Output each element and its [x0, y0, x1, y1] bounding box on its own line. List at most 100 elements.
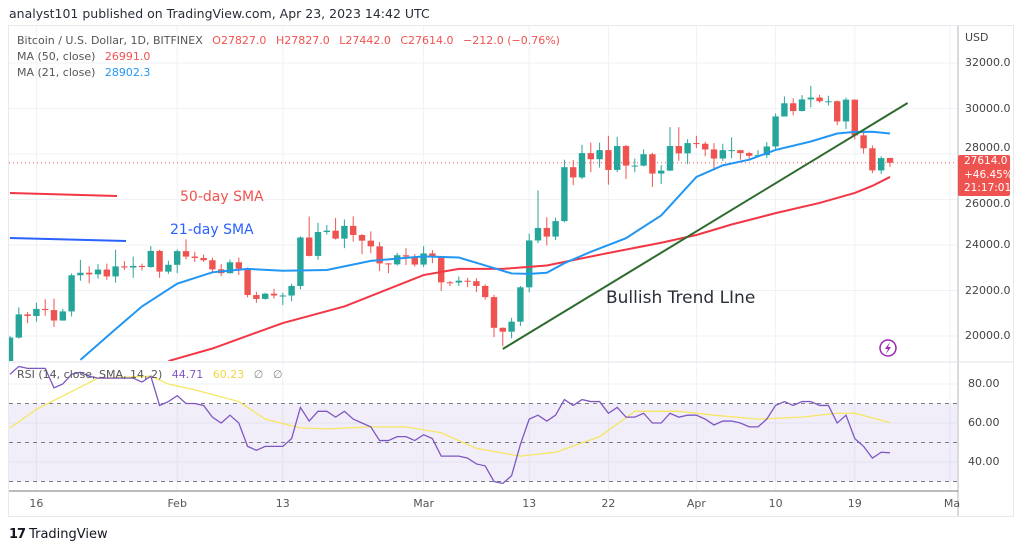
ma50-legend[interactable]: MA (50, close) 26991.0: [17, 50, 156, 63]
candle-body: [15, 314, 22, 338]
candle-body: [367, 240, 374, 247]
ma21-label: MA (21, close): [17, 66, 96, 79]
candle-body: [675, 146, 682, 154]
candle: [596, 142, 603, 168]
time-tick-label: 19: [847, 497, 862, 510]
candle: [552, 217, 559, 240]
candle: [86, 266, 93, 284]
candle-body: [878, 158, 885, 171]
rsi-legend[interactable]: RSI (14, close, SMA, 14, 2) 44.71 60.23 …: [17, 368, 288, 381]
candle: [200, 254, 207, 262]
candle-body: [816, 97, 823, 102]
candle: [24, 312, 31, 324]
candle-body: [59, 311, 66, 321]
price-tick-label: 28000.0: [965, 141, 1011, 154]
candle-body: [68, 275, 75, 312]
candle: [543, 217, 550, 246]
rsi-pane: [9, 365, 957, 485]
candle-body: [121, 266, 128, 268]
tradingview-logo[interactable]: 17 TradingView: [9, 527, 108, 542]
candle: [235, 257, 242, 276]
candle-body: [631, 165, 638, 167]
candle: [473, 278, 480, 293]
candle: [253, 291, 260, 303]
candle: [288, 283, 295, 302]
candle: [798, 95, 806, 112]
candle-body: [772, 116, 779, 147]
rsi-line: [9, 365, 891, 485]
ma21-legend[interactable]: MA (21, close) 28902.3: [17, 66, 156, 79]
candle: [675, 127, 682, 161]
time-tick-label: 13: [522, 497, 537, 510]
candle: [350, 216, 357, 242]
candle: [763, 142, 770, 159]
candle: [297, 236, 304, 290]
last-price-label: 27614.0 +46.45% 21:17:01: [958, 155, 1013, 196]
candle: [209, 257, 216, 274]
candle-body: [640, 154, 647, 166]
candle: [244, 267, 251, 298]
candle: [816, 94, 823, 103]
candle-body: [649, 154, 656, 174]
candle-body: [411, 256, 418, 265]
candle-body: [587, 153, 594, 160]
candle: [746, 151, 753, 159]
candle: [834, 100, 841, 126]
candle: [605, 135, 612, 185]
sma21-legend-line: [9, 237, 127, 242]
candle: [842, 97, 850, 129]
currency-label: USD: [965, 31, 989, 44]
candle-body: [482, 285, 489, 298]
candle-body: [156, 250, 163, 272]
rsi-sma-value: 60.23: [212, 368, 245, 381]
annotation-bullish-trend-line: Bullish Trend LIne: [606, 288, 756, 308]
candle-body: [737, 150, 744, 154]
candle-body: [790, 103, 797, 112]
candle-body: [446, 282, 454, 284]
price-tick-label: 32000.0: [965, 56, 1011, 69]
candle: [191, 251, 198, 263]
candle: [147, 246, 154, 268]
close-value: C27614.0: [400, 34, 454, 47]
candle: [279, 292, 286, 306]
candle: [666, 127, 674, 172]
symbol-name[interactable]: Bitcoin / U.S. Dollar, 1D, BITFINEX: [17, 34, 203, 47]
candle-body: [385, 263, 392, 265]
time-tick-label: 16: [29, 497, 44, 510]
symbol-legend: Bitcoin / U.S. Dollar, 1D, BITFINEX O278…: [17, 34, 566, 47]
candle-body: [376, 246, 383, 264]
candle: [886, 157, 894, 167]
candle: [790, 98, 797, 116]
candle: [9, 336, 14, 361]
lightning-icon: [879, 339, 897, 357]
candle: [455, 276, 462, 286]
candle: [649, 152, 656, 187]
rsi-label: RSI (14, close, SMA, 14, 2): [17, 368, 163, 381]
candle-body: [429, 253, 436, 258]
candle: [728, 137, 735, 159]
candle: [130, 256, 137, 278]
candle-body: [622, 146, 630, 166]
candle-body: [710, 149, 718, 159]
candle-body: [253, 295, 260, 299]
candle-body: [684, 143, 691, 154]
candle-body: [570, 167, 577, 178]
time-tick-label: Apr: [686, 497, 706, 510]
candle: [323, 224, 330, 235]
candle-body: [763, 146, 770, 156]
candle: [517, 285, 524, 326]
candle-body: [578, 153, 586, 178]
candle-body: [402, 255, 410, 257]
brand-name: TradingView: [29, 527, 108, 542]
candle-body: [200, 257, 207, 261]
candle-body: [693, 143, 700, 145]
candle-body: [262, 293, 269, 299]
price-tick-label: 22000.0: [965, 283, 1011, 297]
candle-body: [490, 297, 498, 328]
candle-body: [614, 146, 621, 170]
candle-body: [86, 272, 93, 275]
candle: [376, 242, 383, 272]
candle-body: [526, 240, 533, 288]
change-percent: +46.45%: [964, 168, 1013, 181]
